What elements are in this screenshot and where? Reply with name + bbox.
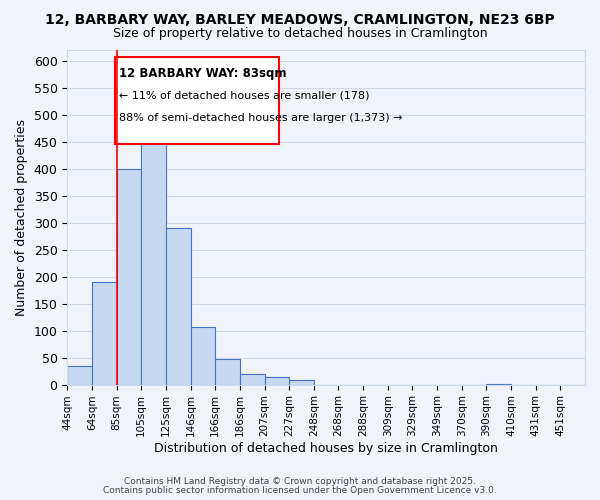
Text: ← 11% of detached houses are smaller (178): ← 11% of detached houses are smaller (17… — [119, 90, 370, 101]
Bar — [92, 282, 116, 384]
Bar — [166, 228, 191, 384]
FancyBboxPatch shape — [115, 58, 279, 144]
Text: Contains HM Land Registry data © Crown copyright and database right 2025.: Contains HM Land Registry data © Crown c… — [124, 477, 476, 486]
Bar — [289, 380, 314, 384]
Bar — [215, 358, 240, 384]
Bar — [141, 134, 166, 384]
Text: 12, BARBARY WAY, BARLEY MEADOWS, CRAMLINGTON, NE23 6BP: 12, BARBARY WAY, BARLEY MEADOWS, CRAMLIN… — [45, 12, 555, 26]
Bar — [191, 327, 215, 384]
Y-axis label: Number of detached properties: Number of detached properties — [15, 119, 28, 316]
Text: 88% of semi-detached houses are larger (1,373) →: 88% of semi-detached houses are larger (… — [119, 112, 403, 122]
Text: Size of property relative to detached houses in Cramlington: Size of property relative to detached ho… — [113, 28, 487, 40]
Text: Contains public sector information licensed under the Open Government Licence v3: Contains public sector information licen… — [103, 486, 497, 495]
Bar — [67, 366, 92, 384]
Bar — [265, 376, 289, 384]
X-axis label: Distribution of detached houses by size in Cramlington: Distribution of detached houses by size … — [154, 442, 498, 455]
Bar — [240, 374, 265, 384]
Text: 12 BARBARY WAY: 83sqm: 12 BARBARY WAY: 83sqm — [119, 66, 287, 80]
Bar — [116, 168, 141, 384]
